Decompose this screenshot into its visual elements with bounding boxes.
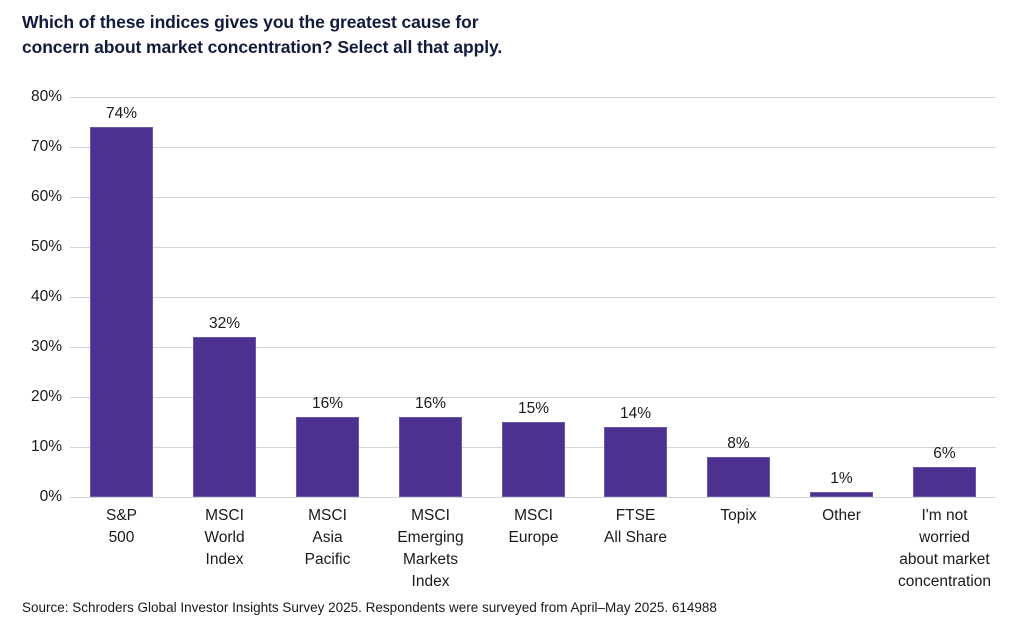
bar[interactable] bbox=[810, 492, 873, 497]
gridline bbox=[70, 347, 996, 348]
bar-value-label: 1% bbox=[830, 470, 853, 487]
bar[interactable] bbox=[913, 467, 976, 497]
bar-group: 6% bbox=[913, 97, 976, 497]
y-axis-tick-label: 20% bbox=[30, 388, 62, 405]
bar[interactable] bbox=[399, 417, 462, 497]
x-axis-tick-label: MSCI Asia Pacific bbox=[304, 507, 351, 568]
bar-value-label: 16% bbox=[311, 395, 344, 412]
bar[interactable] bbox=[502, 422, 565, 497]
bar-value-label: 74% bbox=[105, 105, 138, 122]
gridline bbox=[70, 147, 996, 148]
bar-value-label: 16% bbox=[414, 395, 447, 412]
gridline bbox=[70, 97, 996, 98]
page-title: Which of these indices gives you the gre… bbox=[22, 12, 503, 57]
y-axis: 80% 70% 60% 50% 40% 30% 20% 10% 0% bbox=[0, 88, 62, 505]
bar-value-label: 6% bbox=[933, 445, 956, 462]
bar-value-label: 8% bbox=[727, 435, 750, 452]
gridline bbox=[70, 247, 996, 248]
bar-value-label: 15% bbox=[517, 400, 550, 417]
bar-group: 15% bbox=[502, 97, 565, 497]
x-axis-tick-label: MSCI Europe bbox=[508, 507, 559, 546]
x-axis-tick-label: FTSE All Share bbox=[604, 507, 667, 546]
bar-value-label: 32% bbox=[208, 315, 241, 332]
bar-value-label: 14% bbox=[619, 405, 652, 422]
source-note: Source: Schroders Global Investor Insigh… bbox=[22, 600, 717, 615]
y-axis-tick-label: 10% bbox=[30, 438, 62, 455]
gridline bbox=[70, 497, 996, 498]
y-axis-tick-label: 70% bbox=[30, 138, 62, 155]
gridline bbox=[70, 197, 996, 198]
gridline bbox=[70, 297, 996, 298]
x-axis-tick-label: S&P 500 bbox=[105, 507, 137, 546]
bar[interactable] bbox=[193, 337, 256, 497]
bar[interactable] bbox=[90, 127, 153, 497]
x-axis-tick-label: MSCI World Index bbox=[204, 507, 245, 568]
y-axis-tick-label: 30% bbox=[30, 338, 62, 355]
bar-group: 14% bbox=[604, 97, 667, 497]
bar-group: 16% bbox=[399, 97, 462, 497]
gridline bbox=[70, 397, 996, 398]
x-axis-tick-label: I'm not worried about market concentrati… bbox=[897, 507, 992, 590]
x-axis-tick-label: MSCI Emerging Markets Index bbox=[397, 507, 464, 590]
x-axis: S&P 500 MSCI World Index MSCI Asia Pacific… bbox=[70, 505, 996, 600]
plot-area: 74% 32% 16% 16% 15% 14% 8% 1% 6% bbox=[70, 97, 996, 498]
y-axis-tick-label: 60% bbox=[30, 188, 62, 205]
bar-group: 32% bbox=[193, 97, 256, 497]
y-axis-tick-label: 0% bbox=[39, 488, 62, 505]
bar[interactable] bbox=[707, 457, 770, 497]
bar-group: 1% bbox=[810, 97, 873, 497]
bar-group: 74% bbox=[90, 97, 153, 497]
y-axis-tick-label: 80% bbox=[30, 88, 62, 105]
x-axis-tick-label: Topix bbox=[720, 507, 757, 524]
bar[interactable] bbox=[296, 417, 359, 497]
bar-group: 8% bbox=[707, 97, 770, 497]
x-axis-tick-label: Other bbox=[822, 507, 861, 524]
bar-group: 16% bbox=[296, 97, 359, 497]
y-axis-tick-label: 50% bbox=[30, 238, 62, 255]
bar[interactable] bbox=[604, 427, 667, 497]
y-axis-tick-label: 40% bbox=[30, 288, 62, 305]
